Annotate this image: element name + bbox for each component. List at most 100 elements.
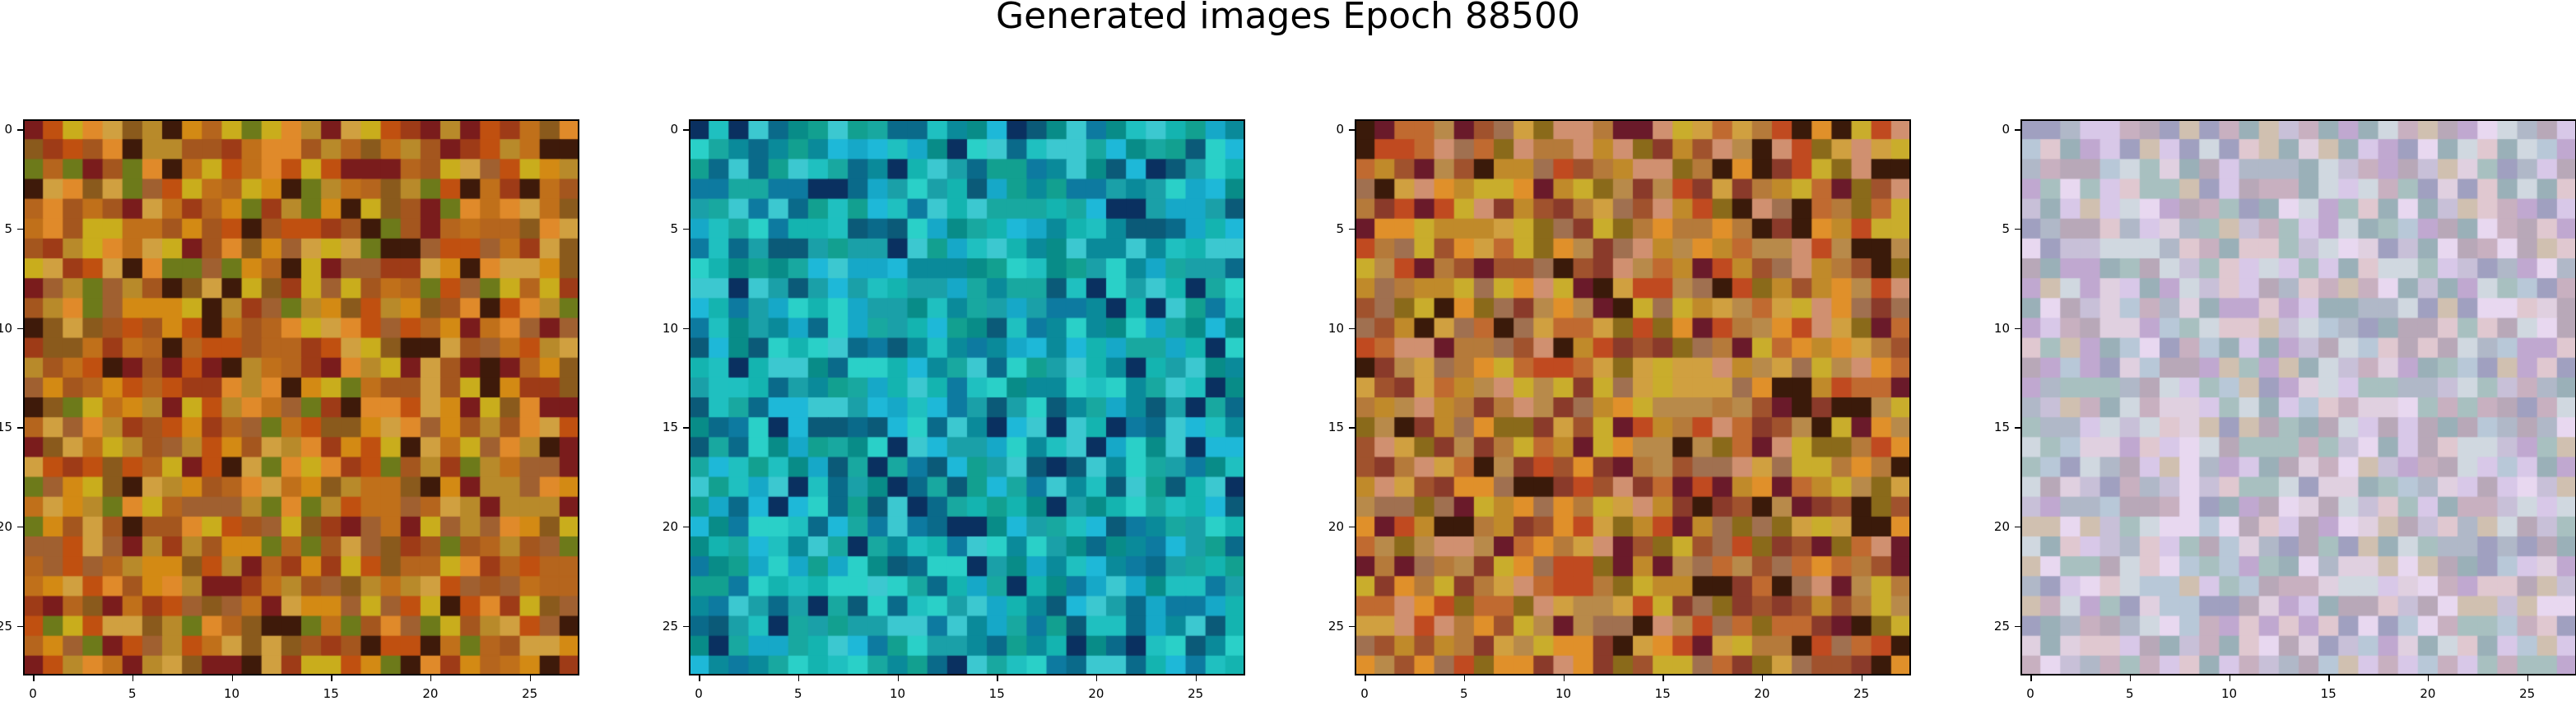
generated-image-panel-3: 0 5 10 15 20 25 0 5 10 15 20 25	[1328, 119, 1911, 701]
y-tick-label: 0	[4, 122, 12, 137]
x-tick-label: 10	[889, 686, 906, 701]
x-tick-mark	[1095, 675, 1098, 681]
x-tick-mark	[430, 675, 432, 681]
y-tick-mark	[2015, 427, 2020, 429]
y-tick-label: 0	[2002, 122, 2010, 137]
figure-title: Generated images Epoch 88500	[995, 0, 1581, 37]
x-tick-mark	[2328, 675, 2330, 681]
x-tick-mark	[1861, 675, 1863, 681]
x-tick-label: 20	[1754, 686, 1770, 701]
y-tick-mark	[683, 327, 689, 329]
x-tick-label: 15	[323, 686, 339, 701]
y-tick-mark	[683, 625, 689, 628]
generated-image-panel-2: 0 5 10 15 20 25 0 5 10 15 20 25	[663, 119, 1245, 701]
x-tick-mark	[33, 675, 35, 681]
x-tick-label: 5	[794, 686, 802, 701]
x-tick-label: 15	[988, 686, 1005, 701]
y-tick-mark	[683, 427, 689, 429]
y-tick-mark	[2015, 129, 2020, 131]
y-tick-label: 10	[1993, 320, 2010, 336]
y-tick-mark	[1349, 327, 1355, 329]
x-tick-label: 5	[128, 686, 137, 701]
y-tick-label: 5	[1336, 221, 1344, 236]
y-tick-mark	[17, 228, 23, 230]
x-tick-label: 20	[1088, 686, 1104, 701]
y-tick-label: 15	[662, 420, 678, 435]
y-tick-label: 10	[662, 320, 678, 336]
x-tick-mark	[2527, 675, 2529, 681]
y-tick-mark	[683, 526, 689, 528]
y-tick-label: 0	[670, 122, 678, 137]
y-tick-label: 20	[1328, 518, 1344, 534]
x-tick-label: 0	[29, 686, 37, 701]
y-tick-label: 5	[2002, 221, 2010, 236]
x-tick-label: 20	[422, 686, 439, 701]
x-tick-mark	[2030, 675, 2032, 681]
x-tick-label: 25	[1188, 686, 1204, 701]
x-tick-label: 15	[1654, 686, 1671, 701]
y-tick-mark	[683, 228, 689, 230]
y-tick-mark	[1349, 427, 1355, 429]
x-tick-mark	[2129, 675, 2132, 681]
y-tick-label: 25	[1328, 618, 1344, 634]
x-tick-mark	[699, 675, 700, 681]
x-tick-label: 5	[1460, 686, 1468, 701]
x-tick-label: 0	[2026, 686, 2034, 701]
y-tick-label: 25	[0, 618, 12, 634]
x-tick-mark	[529, 675, 532, 681]
y-tick-mark	[1349, 526, 1355, 528]
x-tick-mark	[331, 675, 332, 681]
y-tick-label: 20	[0, 518, 12, 534]
y-tick-label: 25	[662, 618, 678, 634]
y-tick-label: 10	[0, 320, 12, 336]
y-tick-label: 15	[1328, 420, 1344, 435]
generated-image-panel-1: 0 5 10 15 20 25 0 5 10 15 20 25	[0, 119, 579, 701]
generated-image-panel-4: 0 5 10 15 20 25 0 5 10 15 20 25	[1994, 119, 2576, 701]
x-tick-mark	[1463, 675, 1466, 681]
x-tick-label: 10	[2220, 686, 2238, 701]
x-tick-mark	[1662, 675, 1664, 681]
y-tick-mark	[1349, 228, 1355, 230]
y-tick-label: 20	[1993, 518, 2010, 534]
axes-frame	[1355, 119, 1911, 675]
y-tick-label: 20	[662, 518, 678, 534]
x-tick-mark	[231, 675, 233, 681]
y-tick-mark	[1349, 625, 1355, 628]
axes-frame	[2020, 119, 2576, 675]
y-tick-mark	[17, 625, 23, 628]
x-tick-mark	[2427, 675, 2430, 681]
x-tick-label: 25	[522, 686, 538, 701]
x-tick-mark	[1563, 675, 1565, 681]
y-tick-mark	[2015, 526, 2020, 528]
y-tick-mark	[17, 427, 23, 429]
axes-frame	[23, 119, 579, 675]
y-tick-mark	[17, 327, 23, 329]
y-tick-label: 5	[670, 221, 678, 236]
y-tick-mark	[17, 526, 23, 528]
x-tick-label: 0	[695, 686, 703, 701]
y-tick-mark	[683, 129, 689, 131]
y-tick-label: 0	[1336, 122, 1344, 137]
x-tick-mark	[2229, 675, 2230, 681]
y-tick-mark	[1349, 129, 1355, 131]
x-tick-mark	[797, 675, 800, 681]
y-tick-mark	[2015, 327, 2020, 329]
x-tick-label: 0	[1360, 686, 1369, 701]
generated-image-2	[689, 119, 1245, 675]
y-tick-label: 15	[0, 420, 12, 435]
y-tick-mark	[17, 129, 23, 131]
generated-image-3	[1355, 119, 1911, 675]
y-tick-mark	[2015, 228, 2020, 230]
x-tick-mark	[1365, 675, 1366, 681]
axes-frame	[689, 119, 1245, 675]
x-tick-mark	[1761, 675, 1764, 681]
y-tick-label: 15	[1993, 420, 2010, 435]
x-tick-label: 25	[2519, 686, 2536, 701]
y-tick-label: 25	[1993, 618, 2010, 634]
x-tick-label: 10	[223, 686, 240, 701]
x-tick-mark	[997, 675, 998, 681]
x-tick-label: 10	[1555, 686, 1572, 701]
x-tick-label: 25	[1853, 686, 1870, 701]
x-tick-mark	[897, 675, 899, 681]
y-tick-label: 10	[1328, 320, 1344, 336]
